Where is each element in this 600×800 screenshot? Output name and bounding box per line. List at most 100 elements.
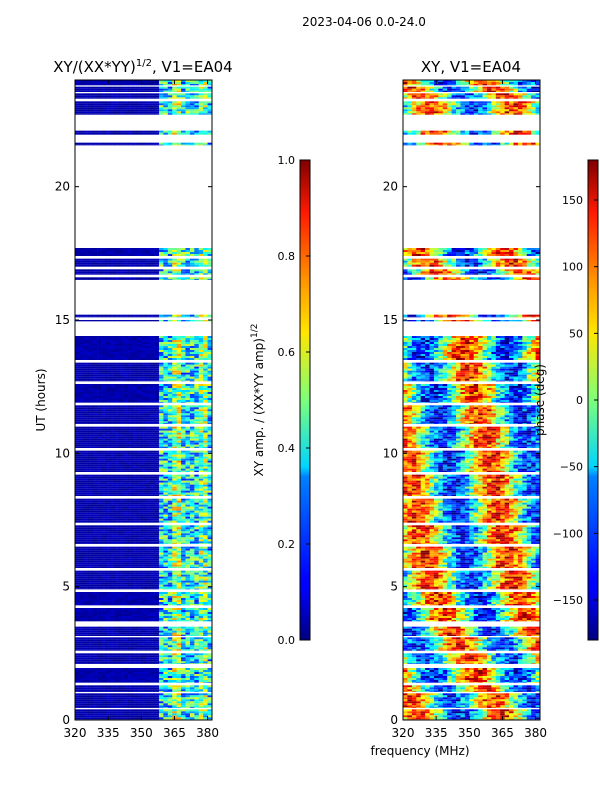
- heatmap-cell: [123, 426, 129, 429]
- heatmap-cell: [83, 405, 89, 408]
- heatmap-cell: [194, 649, 200, 651]
- heatmap-cell: [158, 558, 164, 561]
- heatmap-cell: [189, 618, 195, 620]
- heatmap-cell: [207, 697, 213, 700]
- heatmap-cell: [97, 643, 102, 646]
- heatmap-cell: [172, 442, 177, 445]
- heatmap-cell: [128, 558, 133, 561]
- figure-suptitle: 2023-04-06 0.0-24.0: [302, 15, 426, 29]
- heatmap-cell: [167, 407, 173, 410]
- heatmap-cell: [154, 715, 160, 718]
- heatmap-cell: [172, 685, 177, 688]
- heatmap-cell: [163, 520, 169, 523]
- heatmap-cell: [172, 670, 177, 672]
- heatmap-cell: [198, 546, 204, 549]
- heatmap-cell: [79, 488, 85, 491]
- heatmap-cell: [88, 460, 93, 463]
- heatmap-cell: [176, 572, 182, 575]
- heatmap-cell: [141, 614, 147, 616]
- heatmap-cell: [203, 639, 208, 642]
- heatmap-cell: [158, 520, 164, 523]
- heatmap-cell: [150, 486, 155, 489]
- heatmap-cell: [145, 586, 151, 589]
- heatmap-cell: [110, 428, 116, 431]
- heatmap-cell: [119, 428, 124, 431]
- heatmap-cell: [189, 655, 195, 658]
- heatmap-cell: [88, 634, 93, 636]
- heatmap-cell: [163, 604, 169, 606]
- heatmap-cell: [185, 630, 191, 633]
- heatmap-cell: [198, 541, 204, 544]
- heatmap-cell: [101, 502, 107, 505]
- heatmap-cell: [105, 476, 111, 479]
- heatmap-cell: [185, 713, 191, 716]
- heatmap-cell: [114, 620, 120, 622]
- heatmap-cell: [128, 470, 133, 472]
- heatmap-cell: [145, 415, 151, 418]
- heatmap-cell: [154, 444, 160, 447]
- heatmap-cell: [198, 516, 204, 519]
- heatmap-cell: [185, 413, 191, 416]
- heatmap-cell: [92, 368, 98, 371]
- heatmap-cell: [83, 701, 89, 704]
- heatmap-cell: [172, 480, 177, 483]
- heatmap-cell: [75, 717, 80, 720]
- heatmap-cell: [198, 488, 204, 491]
- heatmap-cell: [132, 596, 138, 598]
- heatmap-cell: [207, 693, 213, 696]
- heatmap-cell: [194, 415, 200, 418]
- heatmap-cell: [128, 643, 133, 646]
- heatmap-cell: [176, 468, 182, 471]
- heatmap-cell: [105, 659, 111, 662]
- heatmap-cell: [97, 362, 102, 365]
- heatmap-cell: [88, 508, 93, 511]
- heatmap-cell: [172, 643, 177, 646]
- heatmap-cell: [172, 550, 177, 553]
- heatmap-cell: [167, 366, 173, 369]
- heatmap-cell: [110, 674, 116, 676]
- heatmap-cell: [145, 649, 151, 651]
- heatmap-cell: [194, 396, 200, 398]
- heatmap-cell: [194, 584, 200, 587]
- heatmap-cell: [198, 411, 204, 414]
- heatmap-cell: [79, 535, 85, 538]
- heatmap-cell: [128, 672, 133, 674]
- heatmap-cell: [163, 421, 169, 424]
- heatmap-cell: [88, 576, 93, 579]
- heatmap-cell: [181, 484, 186, 487]
- heatmap-cell: [189, 474, 195, 477]
- heatmap-cell: [172, 699, 177, 702]
- heatmap-cell: [114, 413, 120, 416]
- heatmap-cell: [141, 604, 147, 606]
- heatmap-cell: [163, 417, 169, 420]
- heatmap-cell: [79, 426, 85, 429]
- heatmap-cell: [198, 460, 204, 463]
- heatmap-cell: [158, 502, 164, 505]
- heatmap-cell: [172, 518, 177, 521]
- heatmap-cell: [145, 596, 151, 598]
- heatmap-cell: [163, 529, 169, 532]
- heatmap-cell: [105, 370, 111, 373]
- heatmap-cell: [132, 398, 138, 400]
- heatmap-cell: [136, 616, 142, 618]
- heatmap-cell: [83, 550, 89, 553]
- heatmap-cell: [123, 405, 129, 408]
- heatmap-cell: [88, 670, 93, 672]
- heatmap-cell: [123, 697, 129, 700]
- heatmap-cell: [119, 426, 124, 429]
- heatmap-cell: [114, 374, 120, 377]
- heatmap-cell: [158, 576, 164, 579]
- heatmap-cell: [83, 464, 89, 467]
- heatmap-cell: [176, 639, 182, 642]
- heatmap-cell: [83, 426, 89, 429]
- heatmap-cell: [119, 454, 124, 457]
- heatmap-cell: [172, 554, 177, 557]
- heatmap-cell: [207, 478, 213, 481]
- heatmap-cell: [150, 550, 155, 553]
- heatmap-cell: [114, 560, 120, 563]
- heatmap-cell: [194, 366, 200, 369]
- heatmap-cell: [163, 685, 169, 688]
- heatmap-cell: [83, 634, 89, 636]
- heatmap-cell: [128, 659, 133, 662]
- heatmap-cell: [88, 699, 93, 702]
